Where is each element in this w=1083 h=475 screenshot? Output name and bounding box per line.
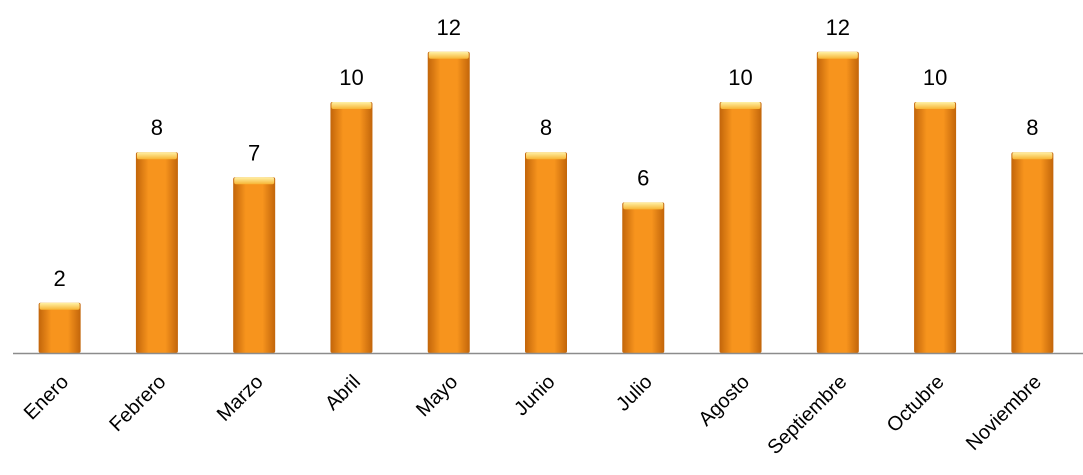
bar (233, 177, 276, 353)
data-label: 7 (248, 140, 260, 165)
x-tick-label: Mayo (412, 371, 462, 421)
bar-febrero (135, 152, 178, 353)
bar-septiembre (816, 51, 859, 354)
bar-abril (330, 102, 373, 353)
bar (38, 302, 81, 353)
data-label: 2 (54, 266, 66, 291)
data-label: 8 (1026, 115, 1038, 140)
x-tick-labels-layer: Enero Febrero Marzo Abril Mayo Junio Julio Agos… (20, 371, 1046, 459)
data-label: 12 (826, 15, 850, 40)
bar (719, 102, 762, 353)
bar-marzo (233, 177, 276, 353)
data-label: 8 (151, 115, 163, 140)
bar (622, 202, 665, 353)
bar (330, 102, 373, 353)
x-tick-label: Febrero (105, 371, 170, 436)
bar-highlight (39, 302, 80, 310)
bar (135, 152, 178, 353)
bar (427, 51, 470, 354)
bar-junio (525, 152, 567, 353)
data-label: 8 (540, 115, 552, 140)
bar-enero (38, 302, 81, 353)
bar-highlight (720, 102, 761, 109)
bar-octubre (914, 102, 957, 353)
x-tick-label: Enero (20, 371, 73, 424)
x-tick-label: Noviembre (962, 371, 1046, 455)
bar-highlight (623, 202, 664, 210)
bars-layer (38, 51, 1054, 354)
data-label: 10 (923, 65, 947, 90)
data-labels-layer: 2 8 7 10 12 8 6 10 12 10 8 (54, 15, 1039, 291)
data-label: 6 (637, 165, 649, 190)
data-label: 10 (339, 65, 363, 90)
x-tick-label: Junio (510, 371, 559, 420)
bar-highlight (526, 152, 566, 160)
bar-highlight (331, 102, 372, 109)
x-tick-label: Marzo (213, 371, 268, 426)
bar-highlight (428, 51, 469, 59)
bar-highlight (234, 177, 275, 185)
x-tick-label: Septiembre (763, 371, 851, 459)
bar-agosto (719, 102, 762, 353)
bar-highlight (1012, 152, 1053, 160)
data-label: 12 (436, 15, 460, 40)
bar-highlight (915, 102, 956, 109)
bar (816, 51, 859, 354)
bar-highlight (136, 152, 177, 160)
bar (1011, 152, 1054, 353)
data-label: 10 (728, 65, 752, 90)
x-tick-label: Abril (321, 371, 365, 415)
bar-julio (622, 202, 665, 353)
bar-highlight (817, 51, 858, 59)
bar-mayo (427, 51, 470, 354)
bar (525, 152, 567, 353)
x-tick-label: Octubre (883, 371, 949, 437)
x-tick-label: Julio (612, 371, 657, 416)
bar-noviembre (1011, 152, 1054, 353)
bar (914, 102, 957, 353)
x-tick-label: Agosto (694, 371, 754, 431)
